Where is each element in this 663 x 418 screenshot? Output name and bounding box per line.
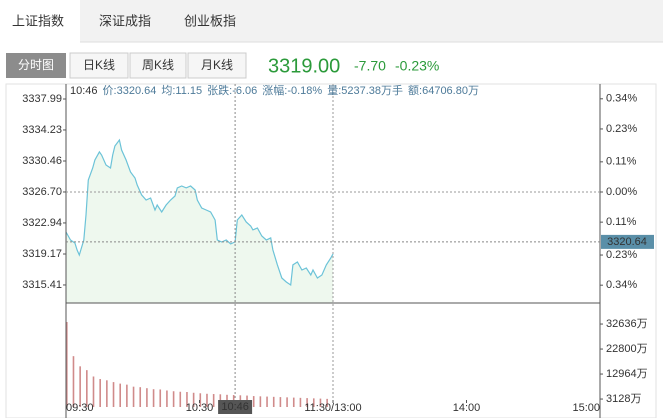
- volume-bar: [299, 397, 302, 407]
- volume-bar: [126, 384, 128, 407]
- x-tick-label: 10:30: [186, 402, 214, 414]
- volume-bar: [132, 386, 135, 407]
- volume-bar: [112, 382, 115, 407]
- volume-bar: [72, 356, 75, 407]
- volume-bar: [166, 390, 168, 407]
- y2-tick-label: 0.23%: [606, 123, 637, 135]
- volume-bar: [152, 389, 155, 407]
- volume-bar: [179, 391, 182, 407]
- x-tick-label: 11:30/13:00: [304, 402, 361, 414]
- volume-bar: [292, 397, 295, 407]
- info-item: 均:11.15: [161, 84, 202, 97]
- volume-bar: [106, 380, 108, 407]
- x-tick-label: 14:00: [453, 402, 481, 414]
- crosshair-y-box: [601, 234, 654, 249]
- volume-tick-label: 22800万: [606, 343, 648, 355]
- volume-bar: [286, 397, 288, 407]
- price-line: [65, 138, 334, 287]
- volume-bar: [212, 394, 215, 407]
- y2-tick-label: 0.00%: [606, 186, 637, 198]
- volume-bar: [306, 398, 308, 407]
- volume-bar: [119, 383, 121, 407]
- y2-tick-label: 0.11%: [606, 156, 637, 168]
- volume-bar: [66, 322, 68, 407]
- y-tick-label: 3326.70: [22, 186, 62, 198]
- tab-selected-bg: [0, 0, 80, 43]
- volume-bar: [86, 370, 88, 407]
- price-change-pct: -0.23%: [395, 58, 439, 74]
- price-area: [66, 140, 333, 303]
- price: 3319.00: [268, 55, 340, 77]
- volume-bar: [319, 398, 322, 407]
- volume-tick-label: 12964万: [606, 368, 648, 380]
- volume-bar: [79, 366, 81, 407]
- volume-bar: [199, 393, 202, 407]
- volume-bar: [192, 392, 195, 407]
- crosshair-x-box: [218, 400, 253, 414]
- y-tick-label: 3337.99: [22, 93, 62, 105]
- volume-bar: [146, 388, 148, 407]
- volume-bar: [92, 376, 95, 407]
- x-tick-label: 15:00: [572, 402, 600, 414]
- price-change: -7.70: [354, 58, 386, 74]
- volume-bar: [259, 396, 262, 407]
- subtab-bg: [187, 52, 247, 79]
- tab[interactable]: 上证指数: [12, 13, 64, 28]
- volume-bar: [252, 396, 255, 407]
- y-tick-label: 3315.41: [22, 279, 62, 291]
- volume-tick-label: 3128万: [606, 393, 641, 405]
- y-tick-label: 3330.46: [22, 155, 62, 167]
- info-item: 张跌:-6.06: [207, 83, 257, 97]
- info-item: 量:5237.38万手: [327, 83, 403, 97]
- volume-bar: [139, 387, 142, 407]
- info-line: 10:46 价:3320.64 均:11.15 张跌:-6.06 涨幅:-0.18% 量:…: [70, 83, 479, 97]
- tab[interactable]: 深证成指: [99, 13, 151, 28]
- y2-tick-label: 0.34%: [606, 279, 637, 291]
- subtab-selected: [6, 53, 66, 78]
- y2-tick-label: 0.34%: [606, 93, 637, 105]
- volume-bar: [312, 398, 315, 407]
- crosshair-y-label: 3320.64: [607, 236, 647, 248]
- y-tick-label: 3334.23: [22, 124, 62, 136]
- volume-bar: [99, 379, 101, 407]
- subtab[interactable]: 分时图: [18, 58, 54, 72]
- info-item: 额:64706.80万: [408, 84, 479, 97]
- info-item: 10:46: [70, 85, 98, 97]
- tab[interactable]: 创业板指: [184, 13, 236, 28]
- chart-frame: [5, 83, 657, 418]
- subtab[interactable]: 日K线: [83, 58, 115, 72]
- volume-bar: [326, 398, 328, 407]
- plot: 3337.99 3334.23 3330.46 3326.70 3322.94 3319.…: [22, 84, 654, 418]
- volume-bar: [206, 393, 208, 407]
- volume-bar: [272, 396, 275, 407]
- volume-bar: [279, 397, 282, 407]
- subtab-bg: [69, 52, 129, 79]
- volume-tick-label: 32636万: [606, 318, 648, 330]
- subtab-bg: [129, 52, 187, 79]
- volume-bar: [159, 389, 162, 407]
- y-tick-label: 3322.94: [22, 217, 62, 229]
- y-tick-label: 3319.17: [22, 248, 62, 260]
- info-item: 价:3320.64: [103, 84, 157, 97]
- y2-tick-label: 0.11%: [606, 216, 637, 228]
- info-item: 涨幅:-0.18%: [262, 84, 322, 97]
- subtab[interactable]: 周K线: [142, 58, 174, 72]
- crosshair-x-label: 10:46: [221, 401, 249, 413]
- volume-bar: [172, 391, 175, 407]
- volume-bar: [266, 396, 268, 407]
- tab-bar: [0, 0, 663, 42]
- x-tick-label: 09:30: [66, 402, 94, 414]
- volume-bar: [186, 392, 188, 407]
- subtab[interactable]: 月K线: [201, 58, 233, 72]
- y2-tick-label: 0.23%: [606, 249, 637, 261]
